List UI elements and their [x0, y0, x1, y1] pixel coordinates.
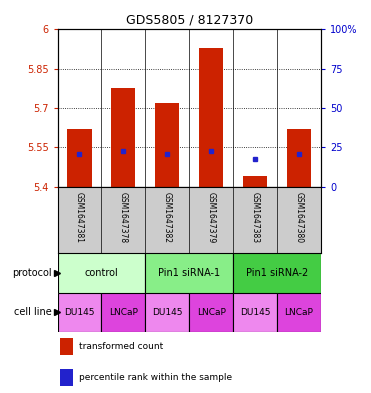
Bar — [233, 293, 277, 332]
Text: Pin1 siRNA-2: Pin1 siRNA-2 — [246, 268, 308, 278]
Text: DU145: DU145 — [64, 308, 95, 317]
Text: protocol: protocol — [13, 268, 52, 278]
Text: GSM1647383: GSM1647383 — [250, 192, 260, 243]
Bar — [145, 293, 189, 332]
Bar — [68, 129, 92, 187]
Text: transformed count: transformed count — [79, 342, 163, 351]
Bar — [60, 369, 73, 386]
Text: control: control — [85, 268, 118, 278]
Text: LNCaP: LNCaP — [285, 308, 313, 317]
Text: DU145: DU145 — [240, 308, 270, 317]
Text: DU145: DU145 — [152, 308, 183, 317]
Bar — [199, 48, 223, 187]
Title: GDS5805 / 8127370: GDS5805 / 8127370 — [126, 14, 253, 27]
Text: GSM1647380: GSM1647380 — [295, 192, 303, 243]
Bar — [233, 253, 321, 293]
Text: GSM1647378: GSM1647378 — [119, 192, 128, 243]
Text: GSM1647382: GSM1647382 — [163, 192, 172, 243]
Bar — [101, 293, 145, 332]
Bar — [111, 88, 135, 187]
Text: LNCaP: LNCaP — [197, 308, 226, 317]
Text: percentile rank within the sample: percentile rank within the sample — [79, 373, 232, 382]
Bar — [58, 253, 145, 293]
Bar — [189, 293, 233, 332]
Bar — [243, 176, 267, 187]
Bar — [58, 293, 101, 332]
Text: LNCaP: LNCaP — [109, 308, 138, 317]
Bar — [145, 253, 233, 293]
Text: Pin1 siRNA-1: Pin1 siRNA-1 — [158, 268, 220, 278]
Bar — [60, 338, 73, 355]
Text: GSM1647379: GSM1647379 — [207, 192, 216, 243]
Bar — [287, 129, 311, 187]
Bar — [155, 103, 179, 187]
Bar — [277, 293, 321, 332]
Text: cell line: cell line — [14, 307, 52, 318]
Text: GSM1647381: GSM1647381 — [75, 192, 84, 243]
